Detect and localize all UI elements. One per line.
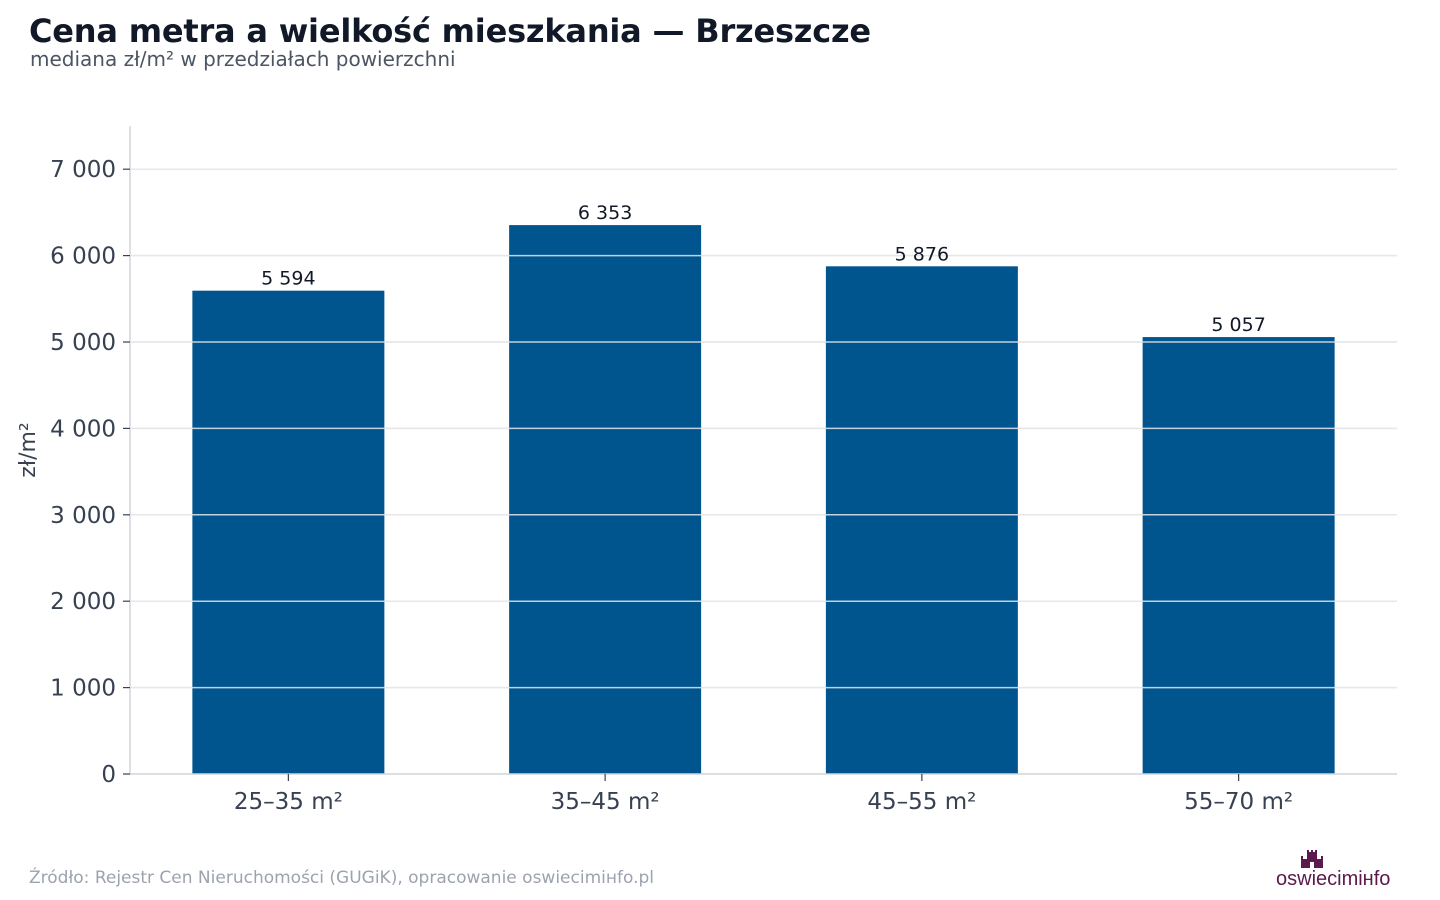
y-tick-label: 6 000 <box>50 244 116 270</box>
brand-logo: oswiecimінfo <box>1276 850 1416 894</box>
bar <box>1142 337 1335 774</box>
chart-subtitle: mediana zł/m² w przedziałach powierzchni <box>30 47 456 71</box>
bar <box>825 266 1018 774</box>
castle-icon <box>1301 850 1323 868</box>
y-tick-label: 7 000 <box>50 157 116 183</box>
x-tick-label: 35–45 m² <box>551 789 660 815</box>
chart-title: Cena metra a wielkość mieszkania — Brzes… <box>29 12 871 50</box>
x-tick-label: 55–70 m² <box>1184 789 1293 815</box>
bar-value-label: 5 876 <box>895 243 949 265</box>
y-tick-label: 3 000 <box>50 503 116 529</box>
y-tick-label: 0 <box>101 762 116 788</box>
y-tick-label: 2 000 <box>50 589 116 615</box>
bar <box>192 290 385 774</box>
y-tick-label: 1 000 <box>50 676 116 702</box>
y-tick-label: 4 000 <box>50 416 116 442</box>
y-axis-label: zł/m² <box>16 422 41 477</box>
x-tick-label: 45–55 m² <box>867 789 976 815</box>
bar <box>509 225 702 774</box>
source-note: Źródło: Rejestr Cen Nieruchomości (GUGiK… <box>29 868 654 888</box>
bar-value-label: 5 594 <box>261 268 315 290</box>
bar-value-label: 5 057 <box>1211 314 1265 336</box>
logo-text: oswiecimінfo <box>1276 868 1391 890</box>
x-tick-label: 25–35 m² <box>234 789 343 815</box>
bar-value-label: 6 353 <box>578 202 632 224</box>
y-tick-label: 5 000 <box>50 330 116 356</box>
